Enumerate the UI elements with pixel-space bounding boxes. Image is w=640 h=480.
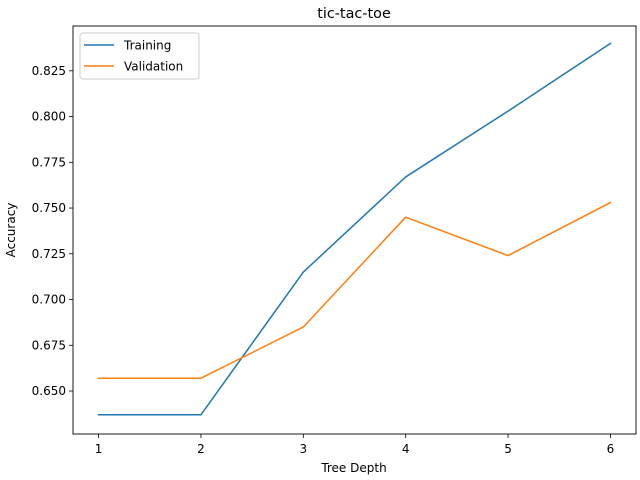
y-tick-label: 0.800 (32, 110, 66, 124)
y-axis-label: Accuracy (4, 203, 18, 258)
legend-label-validation: Validation (124, 60, 183, 74)
x-tick-label: 2 (197, 442, 205, 456)
x-tick-label: 5 (504, 442, 512, 456)
x-tick-label: 6 (607, 442, 615, 456)
series-line-validation (97, 201, 612, 379)
y-tick-label: 0.675 (32, 338, 66, 352)
y-tick-label: 0.750 (32, 201, 66, 215)
y-tick-label: 0.775 (32, 155, 66, 169)
y-tick-label: 0.700 (32, 293, 66, 307)
y-axis: 0.650 0.675 0.700 0.725 0.750 0.775 0.800 0.825 (32, 64, 73, 398)
x-tick-label: 1 (95, 442, 103, 456)
series-lines (97, 42, 612, 416)
x-tick-label: 3 (299, 442, 307, 456)
y-tick-label: 0.725 (32, 247, 66, 261)
legend: Training Validation (79, 32, 200, 80)
x-tick-label: 4 (402, 442, 410, 456)
legend-label-training: Training (123, 39, 171, 53)
plot-frame (72, 25, 637, 435)
chart-title: tic-tac-toe (317, 6, 391, 22)
y-tick-label: 0.650 (32, 384, 66, 398)
y-tick-label: 0.825 (32, 64, 66, 78)
x-axis-label: Tree Depth (320, 461, 386, 475)
series-line-training (97, 42, 612, 416)
x-axis: 1 2 3 4 5 6 (95, 434, 614, 456)
